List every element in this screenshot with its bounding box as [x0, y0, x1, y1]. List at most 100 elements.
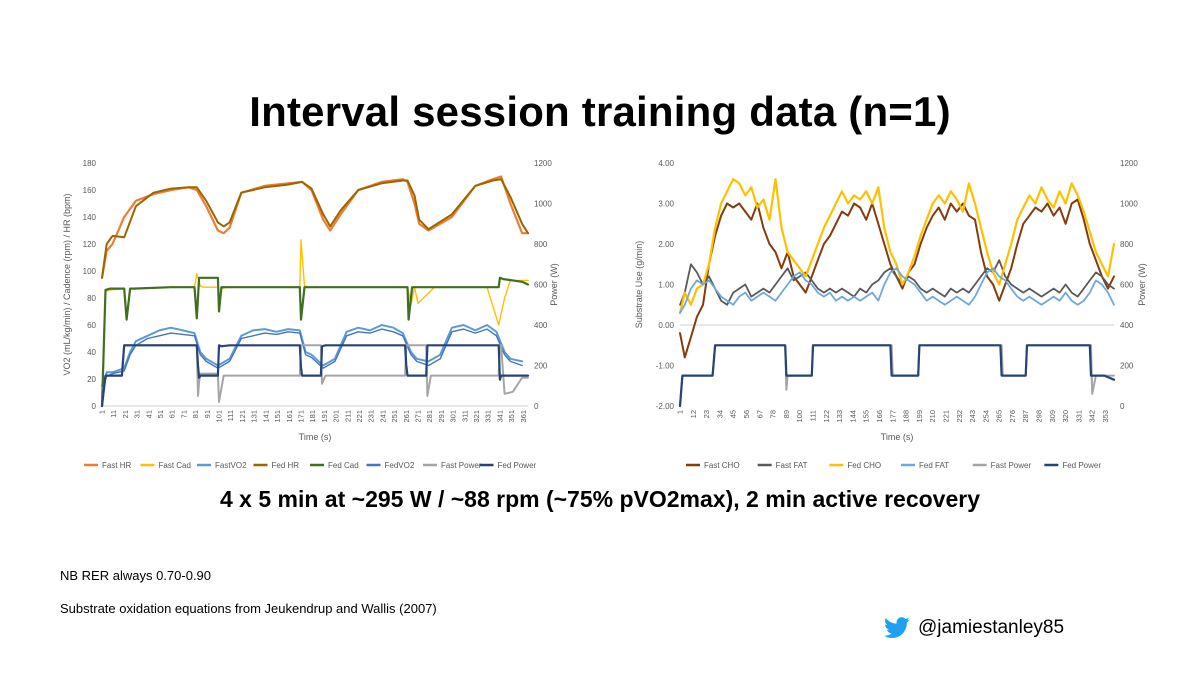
- y2-tick-label: 1000: [534, 200, 552, 209]
- legend-label-fast-fat: Fast FAT: [776, 461, 808, 470]
- y2-tick-label: 200: [534, 362, 548, 371]
- legend-label-fed-cho: Fed CHO: [847, 461, 881, 470]
- legend-label-fed-hr: Fed HR: [272, 461, 300, 470]
- series-line-fedvo2: [101, 328, 523, 391]
- x-tick-label: 211: [343, 410, 352, 422]
- x-tick-label: 171: [296, 410, 305, 423]
- x-tick-label: 298: [1035, 410, 1044, 423]
- x-tick-label: 201: [332, 410, 341, 423]
- legend-label-fast-cho: Fast CHO: [704, 461, 740, 470]
- series-line-fed-power: [678, 344, 1116, 408]
- legend-label-fastvo2: FastVO2: [215, 461, 247, 470]
- y2-tick-label: 400: [1120, 321, 1134, 330]
- x-tick-label: 81: [191, 410, 200, 418]
- x-axis-title: Time (s): [881, 432, 914, 442]
- y2-tick-label: 1000: [1120, 200, 1138, 209]
- y2-tick-label: 0: [1120, 402, 1125, 411]
- chart-vo2-hr-cadence-power: 0 20 40 60 80 100 120 140 160 180 0 200 400 600 800 100…: [60, 150, 560, 480]
- legend-label-fast-power: Fast Power: [441, 461, 482, 470]
- y-tick-label: 180: [83, 159, 97, 168]
- x-tick-label: 281: [425, 410, 434, 423]
- x-tick-label: 321: [472, 410, 481, 423]
- x-tick-label: 221: [355, 410, 364, 423]
- series-line-fed-fat: [679, 267, 1115, 314]
- x-tick-label: 301: [449, 410, 458, 423]
- x-tick-label: 188: [902, 410, 911, 423]
- x-tick-label: 271: [413, 410, 422, 423]
- series-line-fastvo2: [101, 324, 524, 387]
- x-tick-label: 191: [320, 410, 329, 423]
- x-tick-label: 232: [955, 410, 964, 423]
- x-tick-label: 241: [378, 410, 387, 423]
- legend-label-fed-fat: Fed FAT: [919, 461, 949, 470]
- x-tick-label: 131: [250, 410, 259, 423]
- x-tick-label: 61: [168, 410, 177, 418]
- x-tick-label: 1: [676, 410, 685, 414]
- x-tick-label: 261: [402, 410, 411, 423]
- x-tick-label: 309: [1048, 410, 1057, 423]
- series-line-fed-hr: [101, 178, 529, 279]
- x-tick-label: 151: [273, 410, 282, 423]
- x-tick-label: 11: [109, 410, 118, 418]
- y-tick-label: 40: [87, 348, 96, 357]
- x-tick-label: 101: [215, 410, 224, 423]
- x-tick-label: 21: [121, 410, 130, 418]
- twitter-handle: @jamiestanley85: [918, 617, 1065, 638]
- slide-title: Interval session training data (n=1): [249, 88, 951, 135]
- x-tick-label: 111: [808, 410, 817, 421]
- legend-label-fed-power: Fed Power: [1062, 461, 1101, 470]
- x-tick-label: 111: [226, 410, 235, 421]
- x-tick-label: 23: [702, 410, 711, 418]
- x-tick-label: 91: [203, 410, 212, 418]
- y2-tick-label: 400: [534, 321, 548, 330]
- series-line-fed-power: [100, 344, 530, 408]
- x-tick-label: 71: [179, 410, 188, 418]
- y2-tick-label: 1200: [1120, 159, 1138, 168]
- x-tick-label: 12: [689, 410, 698, 418]
- x-tick-label: 231: [367, 410, 376, 423]
- x-tick-label: 155: [862, 410, 871, 423]
- y-tick-label: 3.00: [658, 200, 674, 209]
- legend-label-fast-power: Fast Power: [991, 461, 1032, 470]
- x-tick-label: 89: [782, 410, 791, 418]
- x-tick-label: 361: [519, 410, 528, 423]
- session-description: 4 x 5 min at ~295 W / ~88 rpm (~75% pVO2…: [219, 486, 981, 512]
- x-tick-label: 144: [848, 410, 857, 423]
- x-tick-label: 41: [144, 410, 153, 418]
- x-tick-label: 141: [261, 410, 270, 423]
- x-tick-label: 181: [308, 410, 317, 423]
- y2-tick-label: 200: [1120, 362, 1134, 371]
- x-tick-label: 133: [835, 410, 844, 423]
- x-tick-label: 254: [981, 410, 990, 423]
- twitter-handle-block: @jamiestanley85: [884, 617, 1064, 639]
- note-equations: Substrate oxidation equations from Jeuke…: [60, 601, 437, 616]
- note-rer: NB RER always 0.70-0.90: [60, 568, 212, 583]
- y-tick-label: 1.00: [658, 281, 674, 290]
- x-tick-label: 78: [769, 410, 778, 418]
- x-tick-label: 1: [98, 410, 107, 414]
- y2-tick-label: 800: [534, 240, 548, 249]
- x-tick-label: 121: [238, 410, 247, 423]
- y-tick-label: 4.00: [658, 159, 674, 168]
- y2-tick-label: 0: [534, 402, 539, 411]
- x-tick-label: 243: [968, 410, 977, 423]
- y2-axis-title: Power (W): [549, 263, 559, 306]
- y-tick-label: 120: [83, 240, 97, 249]
- x-tick-label: 221: [941, 410, 950, 423]
- x-tick-label: 177: [888, 410, 897, 423]
- y-tick-label: 20: [87, 375, 96, 384]
- x-tick-label: 31: [133, 410, 142, 418]
- x-tick-label: 291: [437, 410, 446, 423]
- x-tick-label: 67: [755, 410, 764, 418]
- x-axis-title: Time (s): [299, 432, 332, 442]
- y-axis-title: Substrate Use (g/min): [634, 241, 644, 329]
- x-tick-label: 331: [1074, 410, 1083, 423]
- y-tick-label: 80: [87, 294, 96, 303]
- legend-label-fast-hr: Fast HR: [102, 461, 132, 470]
- chart-substrate-use-power: -2.00 -1.00 0.00 1.00 2.00 3.00 4.00 0 200 400 600…: [632, 150, 1150, 480]
- x-tick-label: 51: [156, 410, 165, 418]
- x-tick-label: 331: [484, 410, 493, 423]
- x-tick-label: 311: [460, 410, 469, 422]
- x-tick-label: 122: [822, 410, 831, 423]
- x-tick-label: 45: [729, 410, 738, 418]
